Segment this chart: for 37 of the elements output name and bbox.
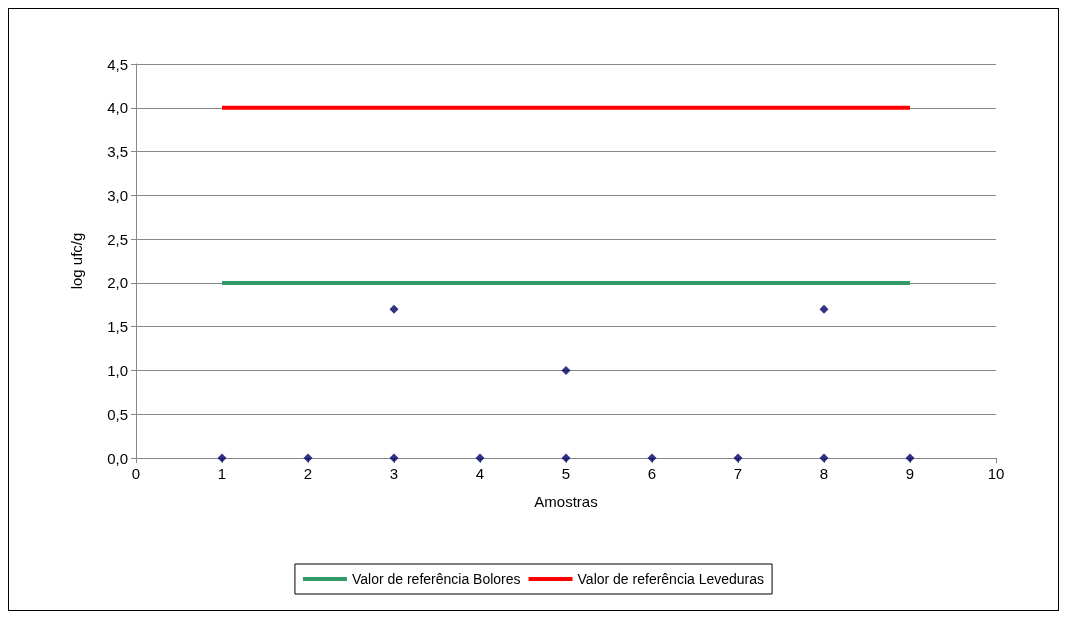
y-tick-label: 2,0	[107, 274, 128, 292]
x-tick-label: 4	[475, 465, 485, 482]
y-tick-label: 1,0	[107, 361, 128, 379]
x-tick-label: 5	[561, 465, 571, 482]
x-tick-label: 2	[303, 465, 313, 482]
point	[389, 304, 399, 314]
y-tick-label: 4,0	[107, 99, 128, 117]
y-tick-label: 3,5	[107, 143, 128, 161]
y-tick-label: 2,5	[107, 230, 128, 248]
y-tick-label: 0,5	[107, 405, 128, 423]
point	[733, 453, 743, 463]
point	[475, 453, 485, 463]
y-tick-label: 3,0	[107, 186, 128, 204]
point	[819, 304, 829, 314]
point	[561, 365, 571, 375]
legend-label: Valor de referência Leveduras	[577, 571, 765, 587]
x-tick-label: 3	[389, 465, 399, 482]
point	[217, 453, 227, 463]
x-tick-label: 7	[733, 465, 743, 482]
x-tick-label: 0	[131, 465, 141, 482]
point	[647, 453, 657, 463]
x-tick-label: 6	[647, 465, 657, 482]
x-tick-label: 1	[217, 465, 227, 482]
x-axis-title: Amostras	[534, 493, 598, 510]
x-tick-label: 9	[905, 465, 915, 482]
legend-label: Valor de referência Bolores	[351, 571, 521, 587]
point	[561, 453, 571, 463]
point	[905, 453, 915, 463]
x-tick-label: 10	[987, 465, 1005, 482]
point	[389, 453, 399, 463]
x-tick-label: 8	[819, 465, 829, 482]
y-tick-label: 4,5	[107, 55, 128, 73]
y-tick-label: 0,0	[107, 449, 128, 467]
y-axis-title: log ufc/g	[68, 232, 85, 290]
y-tick-label: 1,5	[107, 318, 128, 336]
point	[303, 453, 313, 463]
point	[819, 453, 829, 463]
